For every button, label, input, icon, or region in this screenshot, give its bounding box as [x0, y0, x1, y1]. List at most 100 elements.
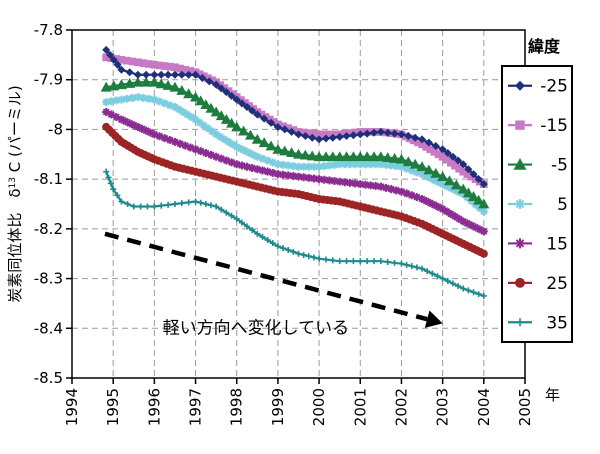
data-point	[346, 129, 354, 137]
data-point	[301, 132, 310, 141]
data-point	[171, 63, 179, 72]
data-point	[102, 108, 111, 117]
data-point	[439, 275, 446, 282]
data-point	[176, 64, 184, 73]
data-point	[304, 129, 313, 137]
data-point	[186, 67, 195, 75]
data-point	[390, 129, 399, 138]
data-point	[309, 174, 318, 183]
data-point	[144, 94, 153, 103]
data-point	[459, 167, 468, 176]
data-point	[112, 113, 121, 121]
legend-label: 15	[546, 234, 568, 254]
data-point	[268, 158, 277, 167]
data-point	[237, 96, 245, 104]
data-point	[210, 106, 222, 117]
series-25	[102, 122, 488, 258]
data-point	[128, 93, 137, 102]
data-point	[371, 258, 377, 265]
data-point	[383, 128, 392, 137]
data-point	[395, 153, 407, 164]
data-point	[398, 260, 405, 267]
x-tick-label: 2003	[434, 388, 452, 426]
data-point	[422, 172, 431, 181]
legend-marker	[513, 158, 527, 170]
data-point	[144, 203, 151, 210]
legend-marker	[516, 318, 524, 327]
data-point	[100, 81, 112, 92]
legend-entry--25: -25	[508, 77, 568, 97]
legend-label: -15	[540, 116, 568, 136]
data-point	[113, 60, 122, 69]
data-point	[107, 97, 116, 106]
legend-label: 25	[546, 274, 568, 294]
data-point	[402, 164, 411, 173]
data-point	[222, 88, 231, 97]
data-point	[475, 291, 482, 298]
y-tick-label: -7.8	[34, 21, 63, 39]
data-point	[258, 166, 267, 175]
data-point	[227, 91, 236, 100]
data-point	[375, 151, 387, 162]
data-point	[446, 184, 455, 193]
data-point	[444, 175, 455, 186]
data-point	[213, 203, 220, 210]
data-point	[133, 122, 142, 131]
data-point	[361, 160, 370, 169]
data-point	[473, 194, 485, 205]
series-5	[102, 93, 488, 216]
trend-arrow-head	[424, 310, 443, 328]
data-point	[165, 101, 174, 110]
data-point	[124, 77, 136, 88]
data-point	[183, 110, 192, 119]
data-point	[198, 74, 207, 83]
data-point	[356, 180, 365, 189]
data-point	[437, 171, 449, 182]
data-point	[434, 273, 441, 280]
data-point	[243, 103, 252, 112]
data-point	[279, 122, 287, 131]
data-point	[212, 130, 221, 139]
data-point	[451, 161, 459, 170]
data-point	[464, 165, 473, 174]
data-point	[178, 200, 185, 207]
data-point	[284, 171, 293, 180]
data-point	[397, 187, 406, 196]
legend-label: -25	[540, 77, 568, 97]
data-point	[115, 79, 127, 90]
data-point	[447, 158, 455, 167]
x-tick-label: 2002	[392, 388, 410, 426]
data-point	[177, 70, 186, 79]
data-point	[382, 183, 391, 192]
data-point	[351, 160, 360, 169]
data-point	[434, 202, 443, 211]
data-point	[220, 135, 229, 144]
data-point	[377, 258, 384, 265]
data-point	[102, 45, 111, 54]
data-point	[122, 94, 131, 103]
x-tick-label: 2001	[351, 388, 369, 426]
data-point	[203, 124, 212, 133]
data-point	[169, 81, 181, 92]
data-point	[330, 160, 339, 169]
data-point	[196, 147, 205, 156]
data-point	[463, 219, 472, 228]
data-point	[132, 76, 144, 87]
data-point	[249, 227, 256, 234]
data-point	[202, 201, 209, 207]
data-point	[467, 221, 476, 230]
data-point	[160, 134, 169, 143]
data-point	[280, 125, 289, 134]
data-point	[179, 108, 188, 117]
data-point	[382, 152, 394, 162]
data-point	[465, 287, 472, 294]
data-point	[468, 191, 480, 201]
data-point	[402, 189, 411, 198]
data-point	[112, 96, 121, 105]
data-point	[205, 77, 214, 86]
data-point	[340, 160, 349, 169]
legend-marker	[515, 120, 525, 130]
legend-title: 緯度	[528, 37, 561, 56]
data-point	[237, 99, 246, 108]
data-point	[140, 76, 152, 87]
